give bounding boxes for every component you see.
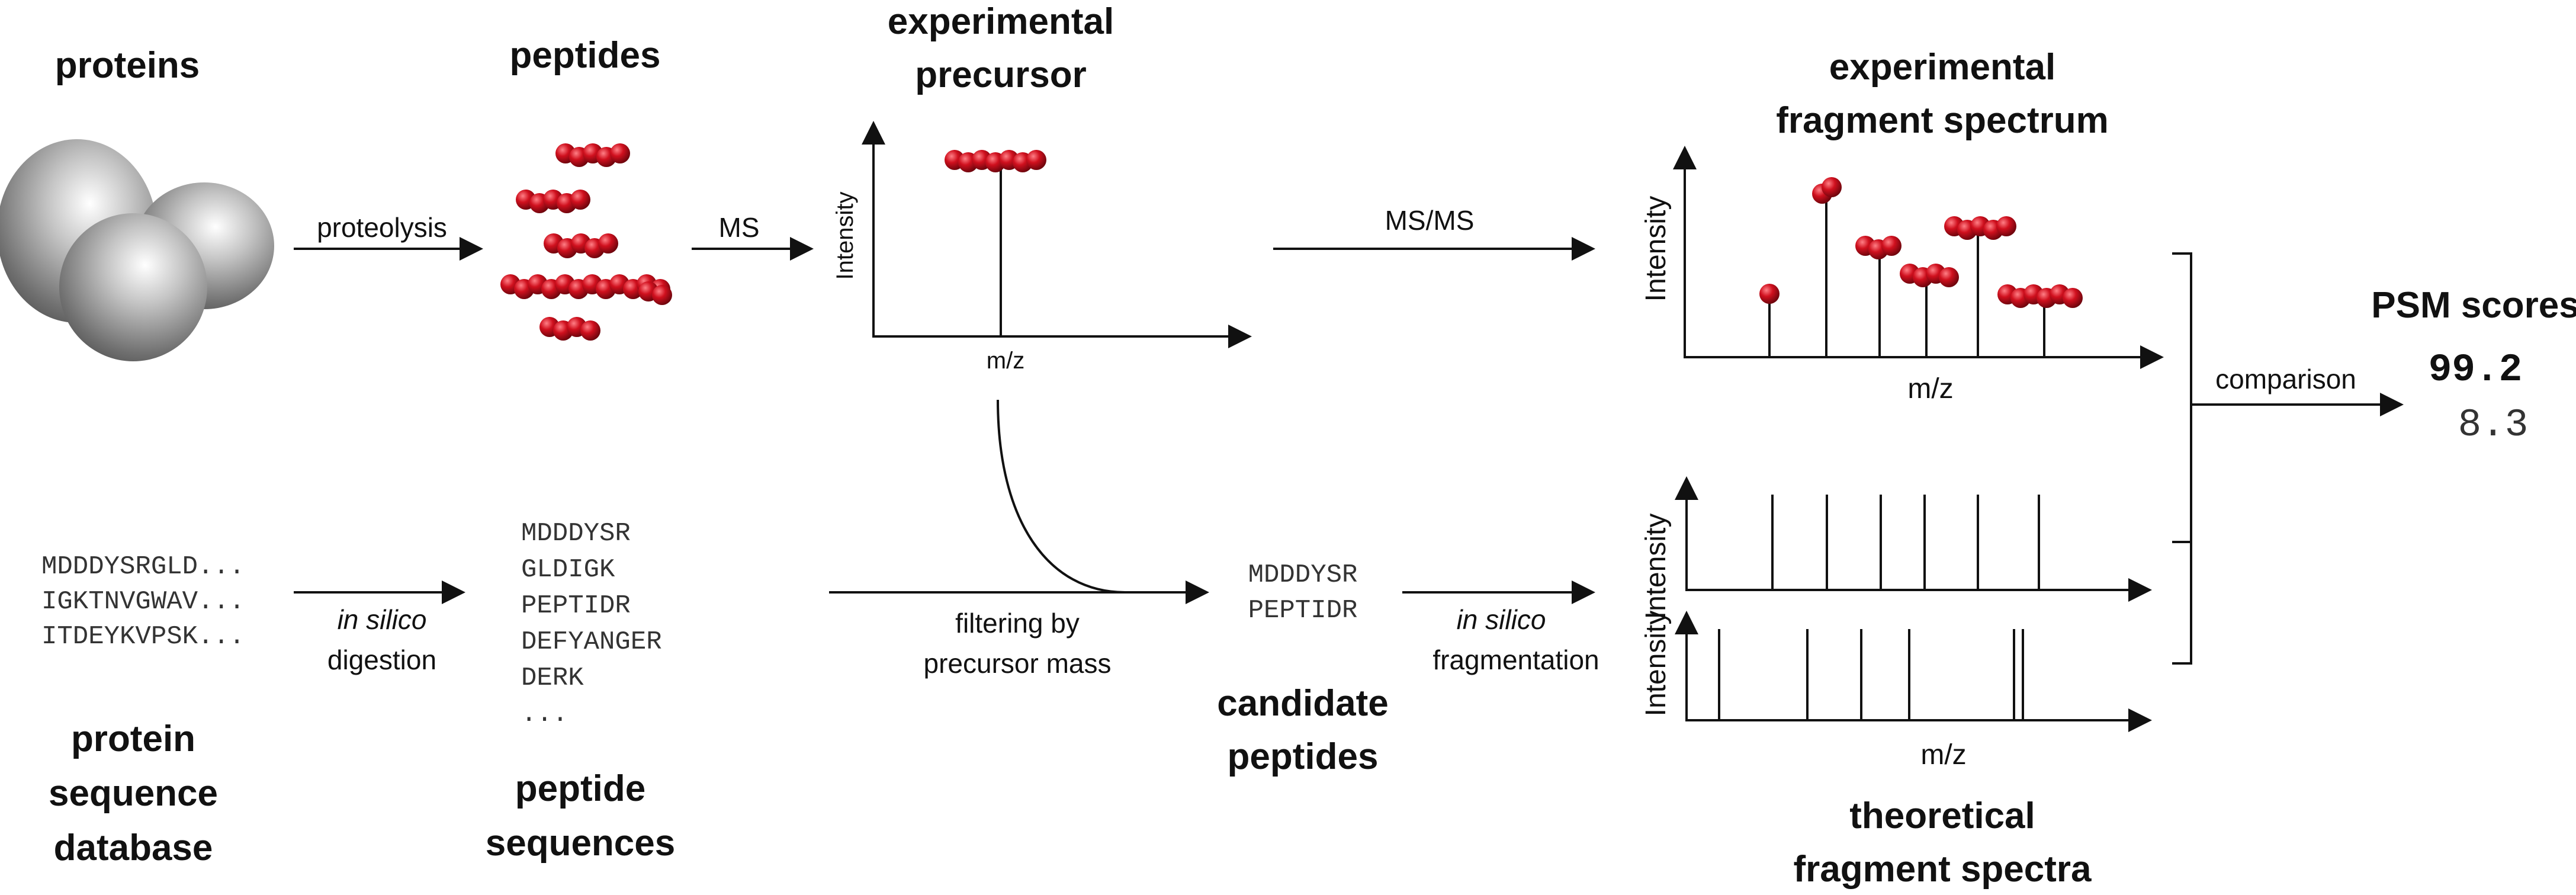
fragment-bead-2-bead [1822,177,1842,197]
protein-db-heading-2: sequence [49,773,218,814]
ms-label: MS [719,212,760,243]
fragment-bead-1-bead [1759,284,1780,304]
msms-label: MS/MS [1385,205,1475,236]
peptide-sequence-2: GLDIGK [521,555,615,585]
fragment-bead-3-bead [1881,236,1902,256]
fragment-bead-2 [1812,177,1842,204]
fragment-bead-6 [1997,284,2083,308]
experimental-fragment-heading-1: experimental [1829,47,2056,88]
proteins-heading: proteins [55,45,200,86]
peptide-sequence-4: DEFYANGER [521,627,662,657]
protein-db-heading-3: database [54,827,213,868]
theo1-intensity-label: Intensity [1640,514,1672,620]
protein-sequence-2: IGKTNVGWAV... [41,587,245,617]
candidate-sequence-1: MDDDYSR [1248,560,1358,590]
theo2-intensity-label: Intensity [1640,611,1672,717]
theoretical-spectra-heading-1: theoretical [1849,795,2035,836]
proteolysis-label: proteolysis [317,212,447,243]
precursor-intensity-label: Intensity [832,192,858,280]
fragment-bead-6-bead [2063,288,2083,308]
protein-sequence-list: MDDDYSRGLD... IGKTNVGWAV... ITDEYKVPSK..… [41,552,245,652]
peptide-chain-1-bead [610,143,630,163]
candidate-sequence-2: PEPTIDR [1248,596,1358,625]
peptide-bead-cluster [500,143,672,341]
peptide-chain-4b-bead [652,285,672,305]
peptide-sequences-heading-1: peptide [515,768,645,809]
peptide-chain-1 [555,143,630,167]
experimental-precursor-heading-2: precursor [915,54,1086,95]
protein-blob-front [59,213,207,361]
peptide-sequence-5: DERK [521,663,584,693]
protein-sequence-3: ITDEYKVPSK... [41,622,245,652]
candidate-peptides-heading-2: peptides [1228,736,1379,777]
peptide-chain-2-bead [570,190,590,210]
peptide-sequences-heading-2: sequences [486,823,676,864]
precursor-peptide-beads [945,150,1046,172]
peptide-chain-3 [544,233,618,258]
peptide-chain-2 [516,190,590,213]
peptide-chain-3-bead [598,233,618,254]
experimental-precursor-heading-1: experimental [888,1,1114,42]
fragment-bead-3 [1855,236,1902,259]
fragment-bead-4-bead [1939,267,1959,287]
digestion-in-silico-label: in silico [338,604,427,635]
peptide-chain-4b [638,281,672,305]
digestion-label: digestion [327,644,436,675]
fragment-intensity-label: Intensity [1640,196,1672,302]
peptide-sequence-1: MDDDYSR [521,519,631,548]
peptide-chain-4 [500,274,670,299]
theo-mz-label: m/z [1920,739,1966,771]
fragmentation-in-silico-label: in silico [1457,604,1546,635]
peptides-heading: peptides [510,35,661,76]
candidate-peptides-heading-1: candidate [1217,683,1388,724]
theoretical-spectra-heading-2: fragment spectra [1793,849,2092,890]
filtering-label-2: precursor mass [924,648,1112,679]
fragmentation-label: fragmentation [1432,644,1599,675]
peptide-chain-5-bead [580,320,600,341]
peptide-sequence-6: ... [521,700,568,729]
psm-score-low: 8.3 [2458,403,2529,447]
protein-db-heading-1: protein [71,718,195,759]
filtering-label-1: filtering by [955,608,1080,639]
precursor-chain [945,150,1046,172]
peptide-chain-5 [539,317,600,341]
peptide-sequence-list: MDDDYSR GLDIGK PEPTIDR DEFYANGER DERK ..… [521,519,662,729]
psm-score-top: 99.2 [2429,348,2522,392]
fragment-bead-5-bead [1996,216,2016,236]
psm-scores-heading: PSM scores [2371,285,2576,326]
fragment-mz-label: m/z [1907,373,1953,405]
fragment-peak-beads [1759,177,2083,308]
precursor-mass-curve [997,399,1126,594]
proteins-illustration [0,139,274,361]
protein-sequence-1: MDDDYSRGLD... [41,552,245,582]
experimental-fragment-heading-2: fragment spectrum [1776,100,2109,141]
theoretical-spectrum-2: Intensity m/z [1640,611,2152,771]
candidate-sequence-list: MDDDYSR PEPTIDR [1248,560,1358,625]
comparison-label: comparison [2215,364,2356,394]
experimental-fragment-spectrum-plot: Intensity m/z [1640,146,2164,405]
peptide-sequence-3: PEPTIDR [521,591,631,621]
precursor-spectrum-plot: Intensity m/z [832,121,1252,374]
precursor-mz-label: m/z [987,348,1024,374]
fragment-bead-1 [1759,284,1780,304]
theoretical-spectrum-1: Intensity [1640,476,2152,620]
precursor-chain-bead [1026,150,1046,170]
fragment-bead-4 [1900,264,1959,287]
comparison-bracket: comparison [2172,252,2404,665]
fragment-bead-5 [1944,216,2016,240]
